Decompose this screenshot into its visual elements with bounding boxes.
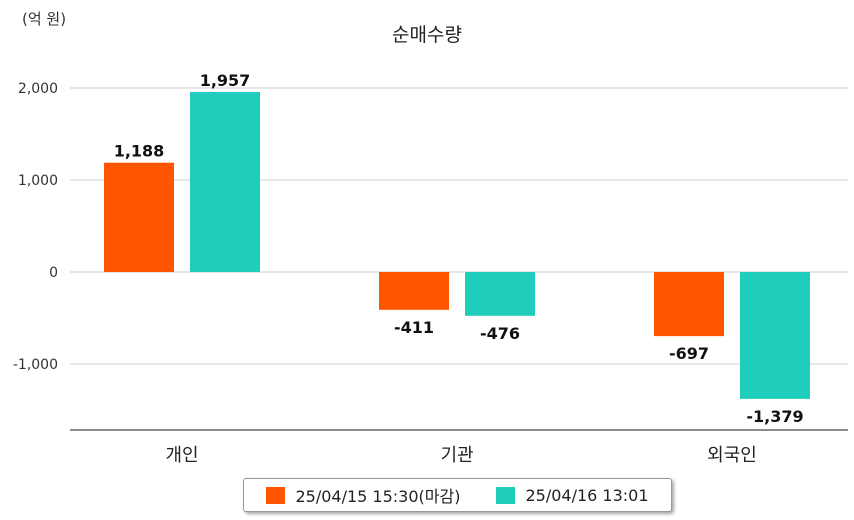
- legend: 25/04/15 15:30(마감) 25/04/16 13:01: [243, 478, 672, 512]
- bar: [654, 272, 724, 337]
- legend-item-series-2: 25/04/16 13:01: [496, 485, 649, 505]
- data-label: -697: [669, 344, 709, 363]
- legend-item-series-1: 25/04/15 15:30(마감): [266, 483, 460, 507]
- unit-label: (억 원): [22, 10, 67, 28]
- x-tick-label: 외국인: [707, 445, 757, 466]
- y-tick-label: 2,000: [18, 81, 58, 97]
- data-label: -411: [394, 318, 434, 337]
- data-label: 1,957: [200, 71, 251, 90]
- y-tick-label: 0: [49, 265, 58, 281]
- x-tick-label: 개인: [165, 445, 198, 466]
- y-tick-label: 1,000: [18, 173, 58, 189]
- chart-title: 순매수량: [392, 24, 462, 46]
- legend-label-series-1: 25/04/15 15:30(마감): [295, 487, 461, 506]
- x-tick-label: 기관: [440, 445, 473, 466]
- data-label: 1,188: [114, 142, 165, 161]
- legend-swatch-series-1: [266, 486, 286, 504]
- bar: [465, 272, 535, 316]
- legend-label-series-2: 25/04/16 13:01: [525, 485, 649, 505]
- data-label: -1,379: [746, 407, 803, 426]
- bar: [379, 272, 449, 310]
- y-tick-label: -1,000: [13, 357, 58, 373]
- bar: [740, 272, 810, 399]
- legend-swatch-series-2: [496, 486, 516, 504]
- bar-chart: 2,000 1,000 0 -1,000 1,188 -411 -697 1,957 -476 -…: [13, 71, 848, 466]
- data-label: -476: [480, 324, 520, 343]
- bar: [104, 162, 174, 272]
- bar: [190, 91, 260, 273]
